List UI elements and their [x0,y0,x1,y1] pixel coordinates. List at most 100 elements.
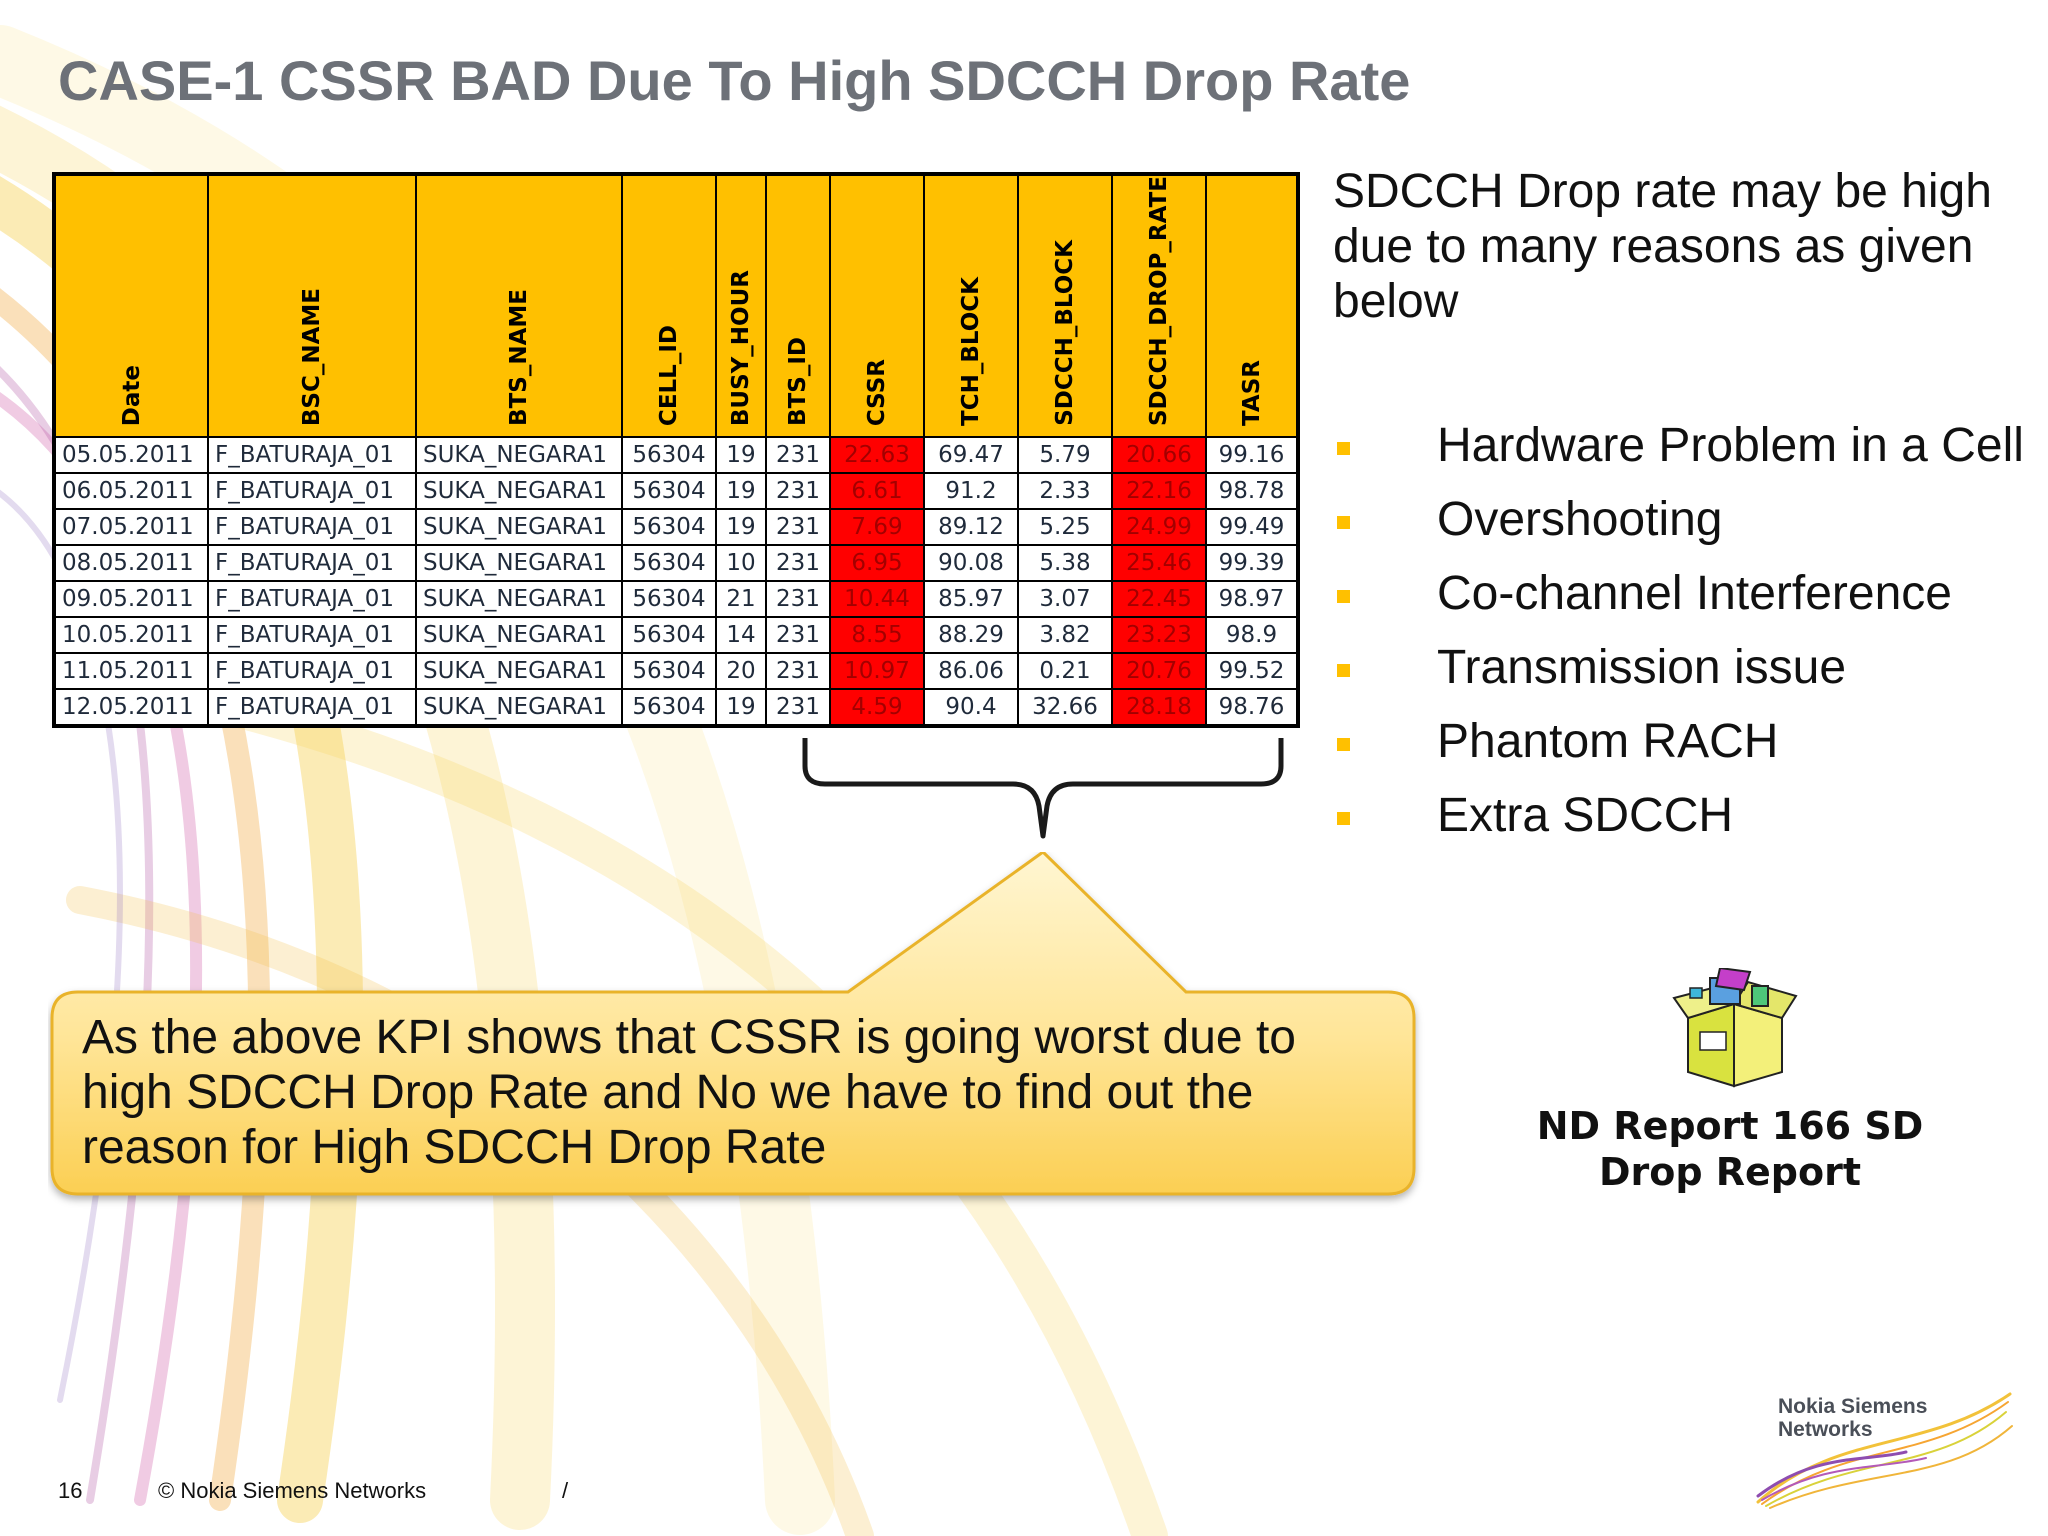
table-cell: 5.79 [1017,436,1113,475]
table-cell: 56304 [621,436,717,475]
slide-title: CASE-1 CSSR BAD Due To High SDCCH Drop R… [58,49,1411,112]
table-cell: 99.52 [1205,652,1299,691]
column-header: SDCCH_BLOCK [1017,172,1113,439]
table-cell: 19 [715,688,767,728]
table-cell: 231 [765,544,831,583]
table-cell: 10.05.2011 [53,616,209,655]
table-cell-highlighted: 7.69 [829,508,925,547]
report-label: ND Report 166 SD Drop Report [1536,1104,1924,1194]
table-cell: 2.33 [1017,472,1113,511]
table-cell: 05.05.2011 [53,436,209,475]
table-cell: 07.05.2011 [53,508,209,547]
table-cell: 21 [715,580,767,619]
table-cell: 56304 [621,652,717,691]
table-cell-highlighted: 22.63 [829,436,925,475]
bullet-square-icon [1337,590,1350,603]
table-cell: F_BATURAJA_01 [207,652,417,691]
table-cell: 32.66 [1017,688,1113,728]
table-cell: 56304 [621,472,717,511]
table-cell: 231 [765,436,831,475]
table-cell-highlighted: 28.18 [1111,688,1207,728]
table-cell: 19 [715,508,767,547]
page-number: 16 [58,1478,83,1503]
table-row: 06.05.2011 F_BATURAJA_01 SUKA_NEGARA1 56… [53,472,1299,511]
copyright-text: © Nokia Siemens Networks [158,1478,427,1503]
table-cell: 20 [715,652,767,691]
column-header: CSSR [829,172,925,439]
table-row: 09.05.2011 F_BATURAJA_01 SUKA_NEGARA1 56… [53,580,1299,619]
table-cell: SUKA_NEGARA1 [415,688,623,728]
column-header: BTS_NAME [415,172,623,439]
table-cell: SUKA_NEGARA1 [415,472,623,511]
callout-balloon [50,852,1416,1196]
table-cell: 56304 [621,688,717,728]
table-cell-highlighted: 20.66 [1111,436,1207,475]
table-cell-highlighted: 10.97 [829,652,925,691]
table-cell-highlighted: 8.55 [829,616,925,655]
bullet-square-icon [1337,738,1350,751]
table-cell-highlighted: 20.76 [1111,652,1207,691]
table-cell: SUKA_NEGARA1 [415,544,623,583]
table-cell: 12.05.2011 [53,688,209,728]
footer-separator: / [562,1478,569,1503]
nsn-logo-text: Nokia Siemens Networks [1778,1395,1928,1441]
reason-list: Hardware Problem in a Cell Overshooting … [1333,418,2033,862]
table-row: 12.05.2011 F_BATURAJA_01 SUKA_NEGARA1 56… [53,688,1299,728]
table-cell: 231 [765,472,831,511]
table-cell-highlighted: 25.46 [1111,544,1207,583]
table-cell: SUKA_NEGARA1 [415,436,623,475]
table-cell: 56304 [621,580,717,619]
table-cell: 90.08 [923,544,1019,583]
table-cell: F_BATURAJA_01 [207,544,417,583]
bullet-square-icon [1337,664,1350,677]
table-cell: 56304 [621,544,717,583]
table-cell: 19 [715,436,767,475]
table-cell: 231 [765,508,831,547]
table-cell: F_BATURAJA_01 [207,580,417,619]
package-icon[interactable] [1670,968,1800,1092]
table-cell: F_BATURAJA_01 [207,616,417,655]
table-cell: 231 [765,616,831,655]
column-header: TASR [1205,172,1299,439]
table-cell: 56304 [621,508,717,547]
table-cell: 98.97 [1205,580,1299,619]
callout-text: As the above KPI shows that CSSR is goin… [82,1011,1296,1174]
bullet-square-icon [1337,442,1350,455]
table-row: 08.05.2011 F_BATURAJA_01 SUKA_NEGARA1 56… [53,544,1299,583]
table-row: 07.05.2011 F_BATURAJA_01 SUKA_NEGARA1 56… [53,508,1299,547]
table-cell-highlighted: 6.61 [829,472,925,511]
table-cell-highlighted: 22.45 [1111,580,1207,619]
column-header: SDCCH_DROP_RATE [1111,172,1207,439]
table-cell: 11.05.2011 [53,652,209,691]
table-cell: 14 [715,616,767,655]
table-cell: 90.4 [923,688,1019,728]
table-cell: 99.39 [1205,544,1299,583]
table-cell: 231 [765,688,831,728]
table-cell-highlighted: 4.59 [829,688,925,728]
table-cell: SUKA_NEGARA1 [415,616,623,655]
table-cell-highlighted: 22.16 [1111,472,1207,511]
table-cell: SUKA_NEGARA1 [415,652,623,691]
table-row: 11.05.2011 F_BATURAJA_01 SUKA_NEGARA1 56… [53,652,1299,691]
table-cell: 3.07 [1017,580,1113,619]
table-cell: 231 [765,652,831,691]
table-row: 05.05.2011 F_BATURAJA_01 SUKA_NEGARA1 56… [53,436,1299,475]
table-cell: 3.82 [1017,616,1113,655]
table-cell: 85.97 [923,580,1019,619]
list-item: Overshooting [1333,492,2033,547]
bullet-square-icon [1337,812,1350,825]
table-cell-highlighted: 24.99 [1111,508,1207,547]
table-cell-highlighted: 10.44 [829,580,925,619]
table-cell: F_BATURAJA_01 [207,688,417,728]
table-cell: F_BATURAJA_01 [207,436,417,475]
table-cell: 09.05.2011 [53,580,209,619]
table-cell: 5.25 [1017,508,1113,547]
column-header: TCH_BLOCK [923,172,1019,439]
table-cell: 98.78 [1205,472,1299,511]
table-cell-highlighted: 23.23 [1111,616,1207,655]
list-item: Hardware Problem in a Cell [1333,418,2033,473]
curly-brace [802,738,1284,839]
table-row: 10.05.2011 F_BATURAJA_01 SUKA_NEGARA1 56… [53,616,1299,655]
table-cell: 91.2 [923,472,1019,511]
table-cell: 08.05.2011 [53,544,209,583]
